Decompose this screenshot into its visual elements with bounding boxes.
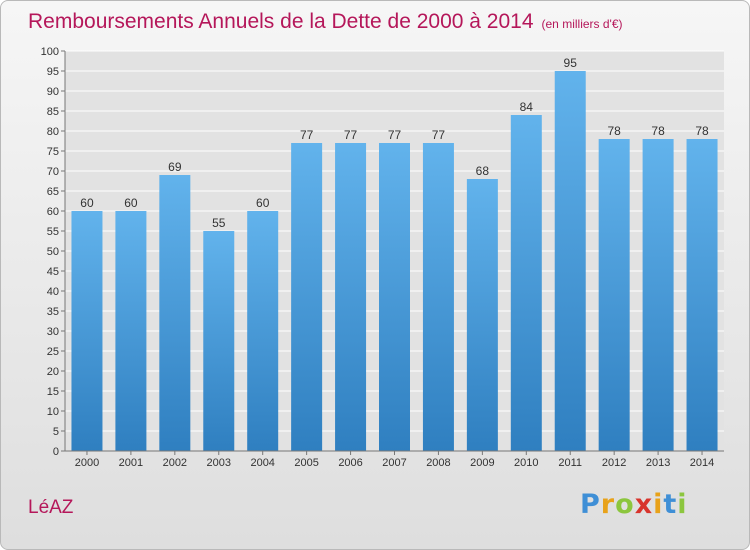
x-tick-label: 2000	[75, 457, 99, 469]
bar	[466, 179, 498, 451]
bar-value-label: 78	[695, 124, 709, 138]
logo-letter: P	[580, 489, 601, 520]
bar	[291, 143, 323, 451]
x-tick-label: 2010	[514, 457, 538, 469]
bar-value-label: 77	[344, 128, 358, 142]
y-tick-label: 5	[53, 426, 59, 438]
bar	[115, 211, 147, 451]
y-tick-label: 65	[47, 186, 59, 198]
bar-value-label: 60	[124, 196, 138, 210]
y-tick-label: 90	[47, 86, 59, 98]
bar-value-label: 69	[168, 160, 182, 174]
bar-value-label: 77	[432, 128, 446, 142]
bar	[71, 211, 103, 451]
bar	[379, 143, 410, 451]
bar	[335, 143, 367, 451]
bar-value-label: 60	[80, 196, 94, 210]
y-tick-label: 60	[47, 206, 59, 218]
x-tick-label: 2011	[558, 457, 582, 469]
y-tick-label: 55	[47, 226, 59, 238]
y-tick-label: 45	[47, 266, 59, 278]
bar	[598, 139, 630, 451]
x-tick-label: 2002	[163, 457, 187, 469]
y-tick-label: 80	[47, 126, 59, 138]
bar-value-label: 60	[256, 196, 270, 210]
axes: 0 5 10 15 20 25 30 35 40 45 50 55 60 65 70 75 80 85 90 95 10…	[41, 46, 724, 469]
y-tick-label: 95	[47, 66, 59, 78]
logo-letter: i	[653, 489, 664, 520]
chart-unit-label: (en milliers d'€)	[541, 17, 623, 31]
y-tick-label: 40	[47, 286, 59, 298]
logo-letter: o	[615, 489, 635, 520]
bar	[686, 139, 718, 451]
x-tick-label: 2007	[382, 457, 406, 469]
chart-title: Remboursements Annuels de la Dette de 20…	[28, 10, 534, 33]
chart-title-block: Remboursements Annuels de la Dette de 20…	[28, 10, 623, 34]
x-tick-label: 2003	[207, 457, 231, 469]
bar-value-label: 55	[212, 216, 226, 230]
logo-letter: r	[600, 489, 616, 520]
bar-value-label: 84	[520, 100, 534, 114]
y-tick-label: 25	[47, 346, 59, 358]
y-tick-label: 75	[47, 146, 59, 158]
x-tick-label: 2013	[646, 457, 670, 469]
logo-letter: i	[677, 489, 688, 520]
bar	[510, 115, 542, 451]
logo-letter: t	[663, 489, 678, 520]
x-tick-label: 2004	[250, 457, 274, 469]
bar	[422, 143, 454, 451]
x-tick-label: 2009	[470, 457, 494, 469]
x-tick-label: 2014	[690, 457, 714, 469]
x-tick-label: 2006	[338, 457, 362, 469]
bar	[554, 71, 586, 451]
y-tick-label: 50	[47, 246, 59, 258]
y-tick-label: 70	[47, 166, 59, 178]
bar	[203, 231, 235, 451]
bar-value-label: 78	[651, 124, 665, 138]
x-tick-label: 2005	[294, 457, 318, 469]
logo-letter: x	[634, 489, 654, 520]
x-tick-label: 2008	[426, 457, 450, 469]
x-tick-label: 2001	[119, 457, 143, 469]
x-tick-label: 2012	[602, 457, 626, 469]
commune-name: LéAZ	[28, 497, 74, 518]
bar-value-label: 78	[607, 124, 621, 138]
y-tick-label: 85	[47, 106, 59, 118]
y-tick-label: 100	[41, 46, 59, 58]
y-tick-label: 0	[53, 446, 59, 458]
proxiti-logo: Proxiti	[580, 489, 688, 520]
bar-value-label: 95	[564, 56, 578, 70]
bar-value-label: 77	[388, 128, 402, 142]
bar	[247, 211, 279, 451]
y-tick-label: 35	[47, 306, 59, 318]
bars: 60 60 69 55 60 77 77 77 77 68 84 95 78 78 78	[71, 56, 718, 451]
y-tick-label: 10	[47, 406, 59, 418]
y-tick-label: 15	[47, 386, 59, 398]
bar-value-label: 77	[300, 128, 314, 142]
bar	[642, 139, 674, 451]
y-tick-label: 20	[47, 366, 59, 378]
y-tick-label: 30	[47, 326, 59, 338]
bar-value-label: 68	[476, 164, 490, 178]
bar	[159, 175, 191, 451]
